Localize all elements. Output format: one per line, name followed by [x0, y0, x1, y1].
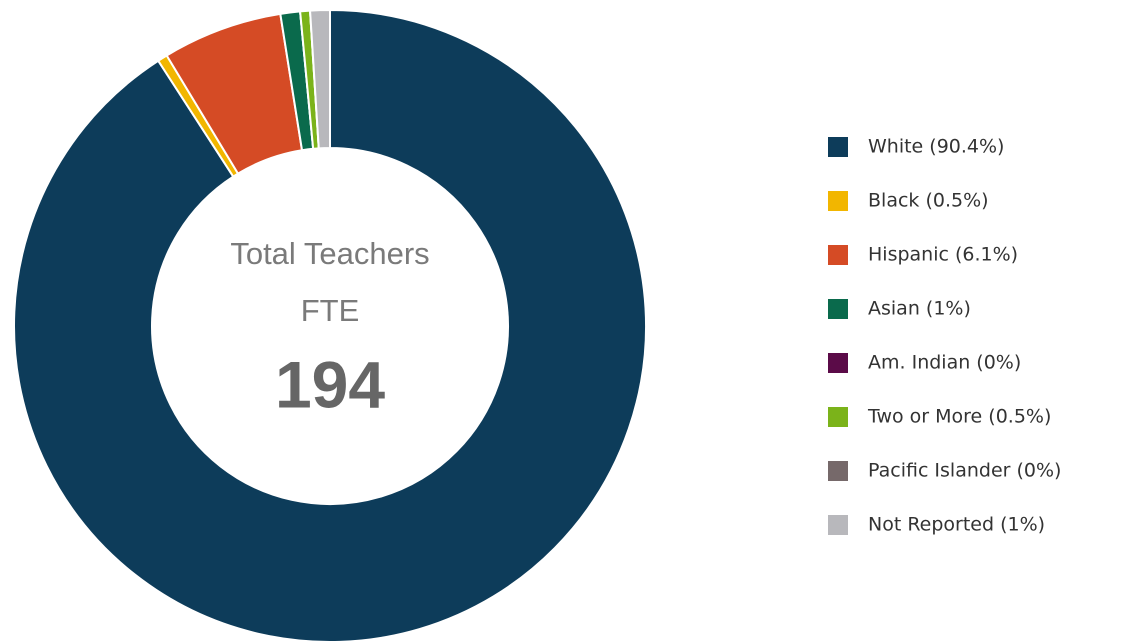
legend-swatch [828, 245, 848, 265]
legend-label: White (90.4%) [868, 136, 1004, 158]
donut [13, 8, 647, 643]
legend-swatch [828, 299, 848, 319]
legend-label: Two or More (0.5%) [867, 406, 1051, 428]
legend-swatch [828, 461, 848, 481]
legend-swatch [828, 191, 848, 211]
donut-segment [308, 8, 331, 150]
legend-swatch [828, 515, 848, 535]
center-value: 194 [275, 347, 385, 421]
legend-label: Black (0.5%) [868, 190, 989, 212]
legend-label: Not Reported (1%) [868, 514, 1045, 536]
legend-swatch [828, 353, 848, 373]
legend-label: Hispanic (6.1%) [868, 244, 1018, 266]
donut-segment [13, 8, 647, 643]
legend-label: Pacific Islander (0%) [868, 460, 1061, 482]
legend-swatch [828, 137, 848, 157]
center-title: Total Teachers [230, 236, 429, 271]
legend-label: Asian (1%) [868, 298, 971, 320]
legend-swatch [828, 407, 848, 427]
center-title: FTE [301, 293, 360, 328]
legend-label: Am. Indian (0%) [868, 352, 1021, 374]
